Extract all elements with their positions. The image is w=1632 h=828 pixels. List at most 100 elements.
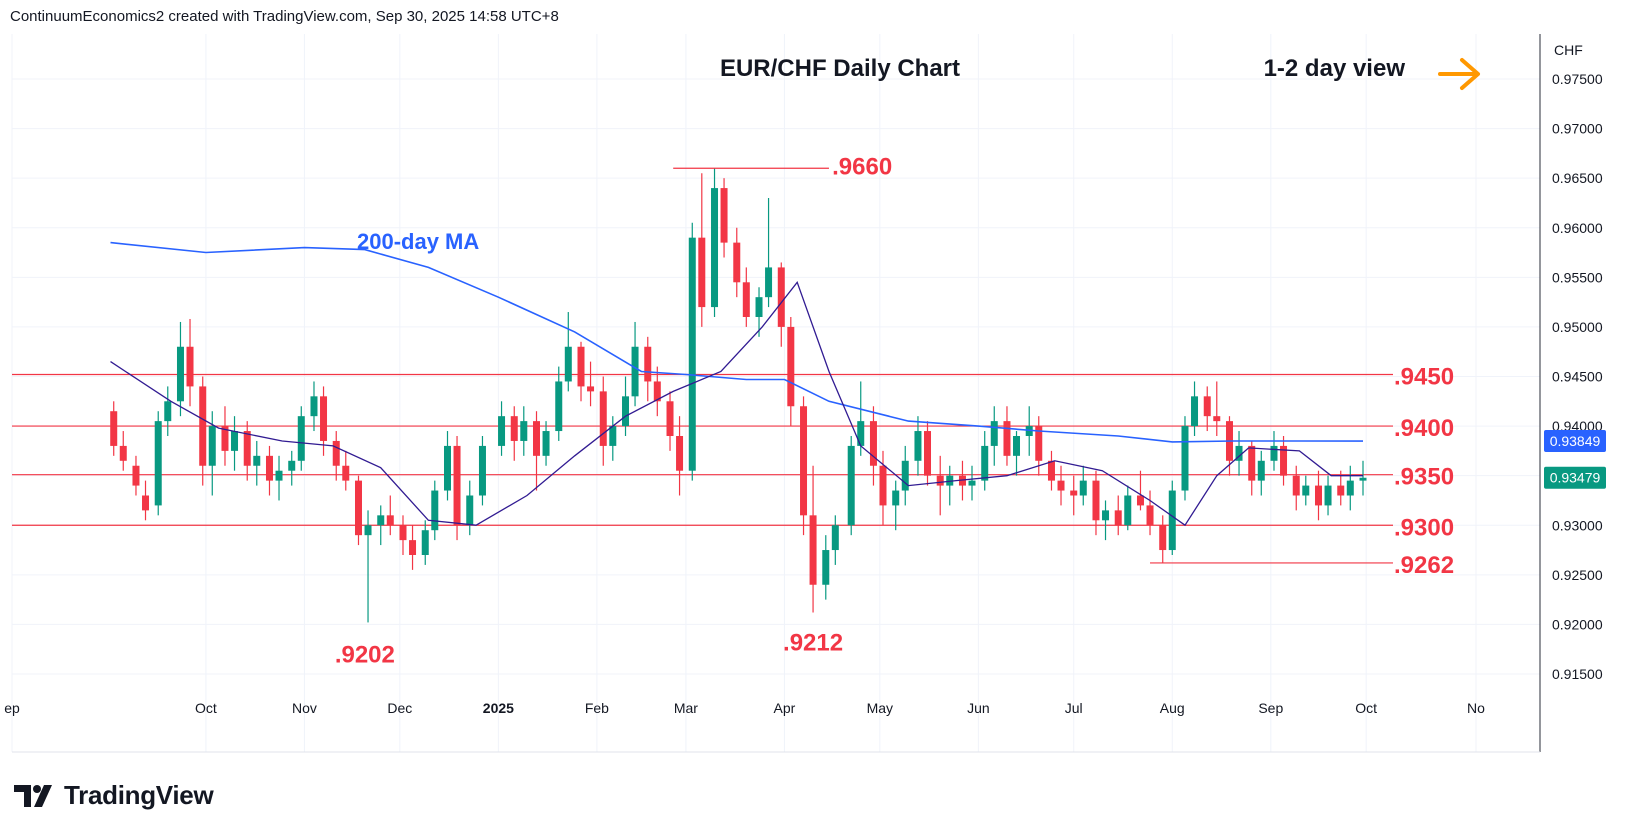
candle-body: [968, 480, 976, 486]
candle-body: [599, 391, 607, 446]
candle-body: [1092, 480, 1100, 521]
price-tick-label: 0.94500: [1552, 369, 1603, 385]
candle-body: [1359, 477, 1367, 481]
short-ma-line: [110, 280, 1363, 527]
candle-body: [1292, 475, 1300, 496]
candle-body: [1270, 445, 1278, 461]
brand-name: TradingView: [64, 780, 214, 810]
time-tick-label: Sep: [1258, 700, 1283, 716]
candle-body: [720, 188, 728, 243]
chart-credit: ContinuumEconomics2 created with Trading…: [10, 8, 559, 25]
candle-body: [409, 540, 417, 555]
candle-body: [320, 396, 328, 441]
candle-body: [354, 480, 362, 536]
price-tick-label: 0.95500: [1552, 269, 1603, 285]
candle-body: [1346, 480, 1354, 496]
candle-body: [857, 421, 865, 446]
candle-body: [498, 416, 506, 446]
time-tick-label: No: [1467, 700, 1485, 716]
candle-body: [1314, 485, 1322, 506]
last-price-label: 0.93479: [1544, 466, 1606, 489]
time-tick-label: Jun: [967, 700, 990, 716]
candle-body: [1159, 525, 1167, 551]
candle-body: [510, 416, 518, 441]
candle-body: [164, 401, 172, 422]
candle-body: [644, 346, 652, 382]
candle-body: [208, 426, 216, 466]
svg-text:0.93479: 0.93479: [1550, 470, 1601, 486]
grid-lines: [11, 34, 1540, 752]
currency-label: CHF: [1554, 42, 1583, 58]
candle-body: [1181, 426, 1189, 491]
ma-price-label: 0.93849: [1544, 430, 1606, 453]
candle-body: [199, 386, 207, 466]
time-tick-label: Oct: [195, 700, 217, 716]
candle-body: [142, 495, 150, 511]
candle-body: [800, 406, 808, 516]
candle-body: [555, 381, 563, 432]
level-label: .9400: [1394, 415, 1454, 442]
time-tick-label: Oct: [1355, 700, 1377, 716]
candle-body: [698, 237, 706, 308]
candle-body: [587, 386, 595, 392]
price-tick-label: 0.91500: [1552, 666, 1603, 682]
annotation-label: .9212: [783, 630, 843, 657]
candle-body: [342, 465, 350, 481]
candle-body: [431, 490, 439, 531]
candle-body: [332, 440, 340, 466]
candle-body: [243, 431, 251, 466]
right-arrow-icon: [1438, 58, 1480, 90]
annotation-label: .9262: [1394, 552, 1454, 579]
annotation-label: .9660: [832, 153, 892, 180]
candle-body: [809, 515, 817, 585]
candle-body: [1146, 505, 1154, 526]
candle-body: [1203, 396, 1211, 417]
candle-body: [688, 237, 696, 471]
tradingview-logo-icon: [14, 784, 52, 807]
time-tick-label: Aug: [1160, 700, 1185, 716]
price-tick-label: 0.95000: [1552, 319, 1603, 335]
candle-body: [777, 267, 785, 327]
candle-body: [1047, 460, 1055, 481]
time-tick-label: Apr: [774, 700, 796, 716]
candle-body: [265, 455, 273, 481]
candle-body: [231, 431, 239, 451]
candle-body: [1136, 495, 1144, 506]
candle-body: [132, 465, 140, 486]
candle-body: [831, 525, 839, 551]
time-tick-label: 2025: [483, 700, 514, 716]
candle-body: [1235, 445, 1243, 461]
candle-body: [1124, 495, 1132, 526]
price-axis[interactable]: 0.97500 0.97000 0.96500 0.96000 0.95500 0.950…: [1544, 71, 1606, 682]
price-chart[interactable]: .9450 .9400 .9350 .9300 .9660 .9262 .9202 .921…: [0, 0, 1632, 780]
candle-body: [1248, 445, 1256, 481]
level-label: .9350: [1394, 464, 1454, 491]
moving-averages: [110, 241, 1364, 527]
candle-body: [622, 396, 630, 427]
candle-body: [453, 445, 461, 526]
candle-body: [1280, 445, 1288, 476]
candle-body: [176, 346, 184, 402]
time-axis[interactable]: ep Oct Nov Dec 2025 Feb Mar Apr May Jun Jul Aug Sep O…: [4, 700, 1485, 716]
candle-body: [765, 267, 773, 298]
candle-body: [478, 445, 486, 496]
candle-body: [1057, 480, 1065, 491]
price-tick-label: 0.92500: [1552, 567, 1603, 583]
candle-body: [1114, 510, 1122, 526]
candle-body: [733, 242, 741, 283]
price-tick-label: 0.93000: [1552, 517, 1603, 533]
candle-body: [1168, 490, 1176, 551]
annotations: .9660 .9262 .9202 .9212: [335, 153, 1454, 668]
ma-label: 200-day MA: [357, 229, 479, 254]
candle-body: [119, 445, 127, 461]
candle-body: [901, 460, 909, 491]
candle-body: [936, 475, 944, 486]
candle-body: [377, 515, 385, 526]
candle-body: [742, 282, 750, 317]
horizontal-levels: .9450 .9400 .9350 .9300: [12, 364, 1454, 541]
candle-body: [542, 431, 550, 456]
candle-body: [1025, 426, 1033, 436]
candle-body: [892, 490, 900, 506]
time-tick-label: Dec: [387, 700, 412, 716]
price-tick-label: 0.96000: [1552, 220, 1603, 236]
